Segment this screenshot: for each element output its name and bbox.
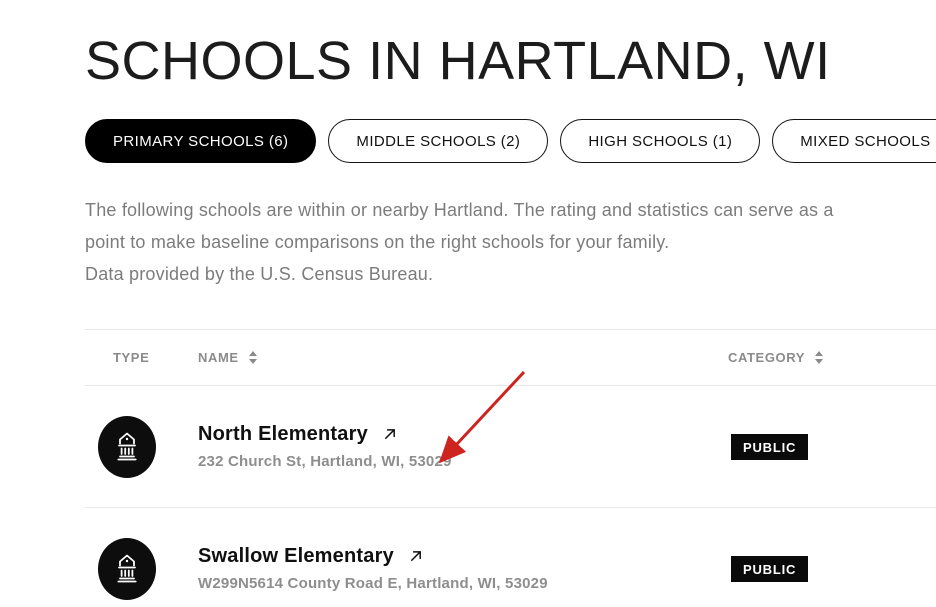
column-header-type-label: TYPE <box>113 350 150 365</box>
category-cell: PUBLIC <box>728 433 936 460</box>
intro-line: The following schools are within or near… <box>85 200 834 220</box>
school-name: North Elementary <box>198 423 368 445</box>
tab-middle-schools[interactable]: MIDDLE SCHOOLS (2) <box>328 119 549 163</box>
school-name-link[interactable]: North Elementary <box>198 423 728 446</box>
intro-paragraph: The following schools are within or near… <box>85 194 834 290</box>
column-header-category-label: CATEGORY <box>728 350 806 365</box>
school-address: W299N5614 County Road E, Hartland, WI, 5… <box>198 575 548 592</box>
tab-mixed-schools[interactable]: MIXED SCHOOLS ( <box>772 119 936 163</box>
type-cell <box>85 537 198 600</box>
name-cell: North Elementary 232 Church St, Hartland… <box>198 423 728 470</box>
category-cell: PUBLIC <box>728 555 936 582</box>
type-cell <box>85 415 198 478</box>
tab-high-schools[interactable]: HIGH SCHOOLS (1) <box>560 119 761 163</box>
column-header-category: CATEGORY <box>728 350 936 365</box>
school-address: 232 Church St, Hartland, WI, 53029 <box>198 453 452 470</box>
sort-category-button[interactable] <box>815 351 824 364</box>
external-link-icon <box>384 429 395 439</box>
intro-line: point to make baseline comparisons on th… <box>85 232 670 252</box>
tab-primary-schools[interactable]: PRIMARY SCHOOLS (6) <box>85 119 317 163</box>
column-header-type: TYPE <box>85 350 198 365</box>
page-title: SCHOOLS IN HARTLAND, WI <box>85 31 831 91</box>
sort-name-button[interactable] <box>248 351 257 364</box>
sort-asc-icon <box>815 351 824 356</box>
table-row-swallow-elementary: Swallow Elementary W299N5614 County Road… <box>85 508 936 607</box>
sort-asc-icon <box>248 351 257 356</box>
sort-desc-icon <box>815 359 824 364</box>
external-link-icon <box>410 551 421 561</box>
sort-desc-icon <box>248 359 257 364</box>
category-badge: PUBLIC <box>731 555 809 582</box>
table-row-north-elementary: North Elementary 232 Church St, Hartland… <box>85 386 936 508</box>
school-level-tabs: PRIMARY SCHOOLS (6) MIDDLE SCHOOLS (2) H… <box>85 119 936 163</box>
table-header-row: TYPE NAME CATEGORY <box>85 330 936 386</box>
name-cell: Swallow Elementary W299N5614 County Road… <box>198 545 728 592</box>
intro-line: Data provided by the U.S. Census Bureau. <box>85 264 434 284</box>
column-header-name-label: NAME <box>198 350 239 365</box>
schools-table: TYPE NAME CATEGORY <box>85 329 936 607</box>
school-building-icon <box>98 415 156 478</box>
school-name: Swallow Elementary <box>198 545 394 567</box>
column-header-name: NAME <box>198 350 728 365</box>
school-name-link[interactable]: Swallow Elementary <box>198 545 728 568</box>
school-building-icon <box>98 537 156 600</box>
category-badge: PUBLIC <box>731 433 809 460</box>
